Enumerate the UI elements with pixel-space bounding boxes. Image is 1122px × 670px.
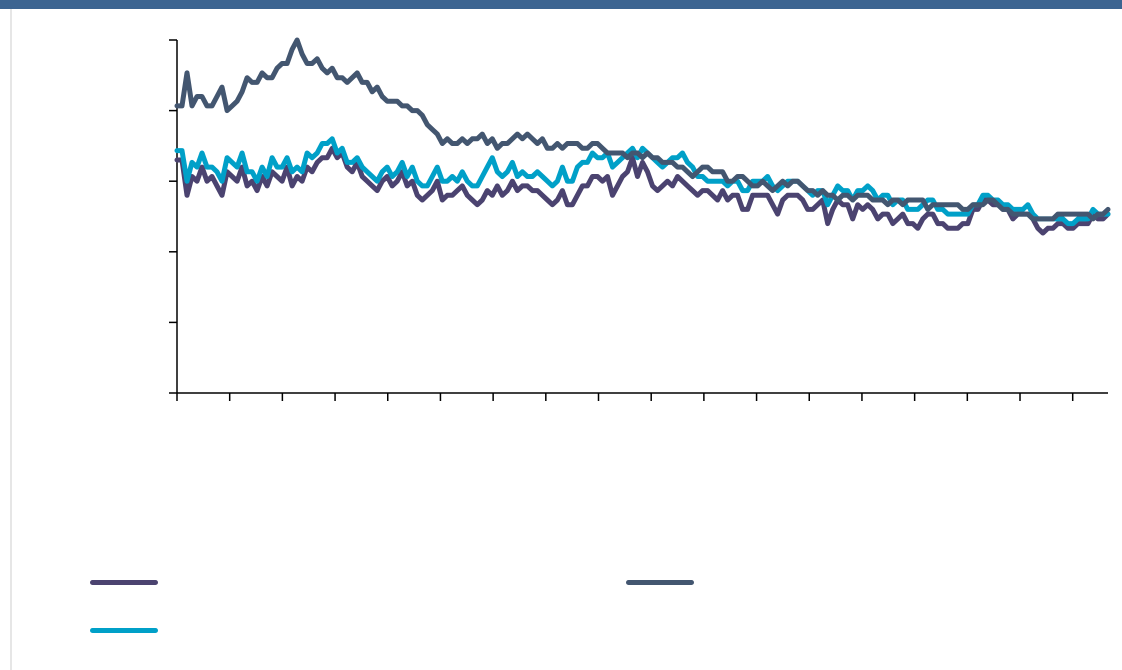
series-line-2	[174, 136, 1111, 227]
legend-swatch-series-2	[90, 628, 158, 633]
legend-swatch-series-3	[626, 580, 694, 585]
chart-axes	[169, 39, 1108, 401]
legend-swatch-series-1	[90, 580, 158, 585]
header-bar	[0, 0, 1122, 9]
series-line-1	[174, 145, 1111, 236]
series-line-3	[174, 37, 1111, 222]
left-border	[10, 9, 12, 670]
chart-series	[174, 37, 1111, 236]
